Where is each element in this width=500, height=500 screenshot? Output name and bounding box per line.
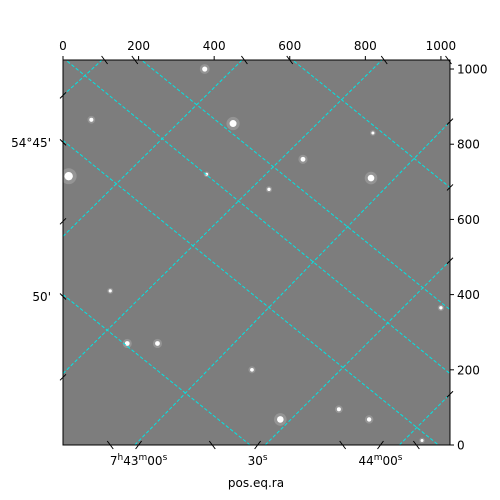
top-edge-tick: [131, 55, 139, 65]
top-edge-tick: [286, 55, 294, 65]
star: [202, 66, 208, 72]
x-axis-title: pos.eq.ra: [228, 476, 284, 490]
ra-minor-tick: [412, 440, 420, 450]
star: [420, 438, 424, 442]
star: [124, 341, 130, 346]
star: [367, 174, 375, 182]
dec-tick-mark: [59, 293, 67, 300]
ra-grid-line: [64, 60, 450, 374]
y-tick-label: 1000: [457, 63, 488, 77]
x-tick-label: 1000: [426, 39, 457, 53]
x-tick-label: 800: [354, 39, 377, 53]
dec-axis: 54°45' 50': [11, 91, 67, 381]
star: [89, 117, 94, 122]
top-edge-tick: [380, 55, 388, 65]
ra-grid-line: [63, 140, 440, 445]
star: [267, 187, 271, 192]
star: [439, 306, 443, 310]
star: [229, 120, 237, 128]
ra-tick-label: 30s: [248, 453, 268, 468]
star-field: [63, 64, 445, 444]
top-edge-tick: [445, 55, 452, 65]
dec-grid-line: [399, 393, 450, 445]
star: [205, 172, 209, 176]
x-tick-label: 600: [278, 39, 301, 53]
star: [155, 341, 160, 346]
dec-grid-line: [63, 60, 103, 96]
pixel-x-axis: 0 200 400 600 800 1000: [59, 39, 457, 65]
ra-grid-line: [291, 60, 450, 188]
ra-tick-mark: [377, 440, 384, 450]
star: [336, 407, 341, 412]
top-edge-tick: [101, 55, 108, 65]
star: [250, 367, 254, 372]
ra-tick-mark: [135, 440, 142, 450]
dec-tick-label: 54°45': [11, 136, 51, 150]
sky-image: [63, 60, 450, 445]
dec-minor-tick: [59, 373, 67, 381]
star: [366, 417, 372, 422]
top-edge-tick: [241, 55, 248, 65]
x-tick-label: 400: [203, 39, 226, 53]
x-tick-label: 200: [127, 39, 150, 53]
y-tick-label: 200: [457, 363, 480, 377]
dec-grid-line: [134, 121, 450, 445]
dec-minor-tick: [59, 91, 67, 99]
dec-minor-tick: [59, 217, 67, 225]
y-tick-label: 0: [457, 439, 465, 453]
right-edge-tick: [446, 118, 454, 126]
ra-minor-tick: [106, 440, 114, 450]
dec-tick-mark: [59, 138, 67, 146]
ra-tick-label: 44m00s: [358, 453, 402, 468]
ra-axis: 7h43m00s 30s 44m00s: [106, 440, 420, 468]
y-tick-label: 600: [457, 213, 480, 227]
right-edge-tick: [446, 257, 454, 265]
plot-frame: [62, 59, 451, 446]
ra-grid-line: [140, 60, 450, 311]
ra-tick-mark: [254, 440, 262, 450]
star: [64, 171, 73, 181]
right-edge-tick: [446, 184, 454, 191]
right-edge-tick: [446, 390, 454, 398]
coordinate-grid: [63, 60, 450, 445]
x-tick-label: 0: [59, 39, 67, 53]
y-tick-label: 400: [457, 288, 480, 302]
dec-grid-line: [63, 60, 243, 237]
star: [371, 131, 375, 135]
ra-tick-label: 7h43m00s: [110, 453, 168, 468]
dec-tick-label: 50': [32, 290, 51, 304]
star: [108, 289, 112, 293]
dec-grid-line: [264, 260, 450, 445]
star: [277, 416, 284, 423]
dec-grid-line: [63, 60, 383, 374]
y-tick-label: 800: [457, 138, 480, 152]
pixel-y-axis: 0 200 400 600 800 1000: [446, 63, 488, 453]
ra-minor-tick: [339, 440, 347, 450]
ra-grid-line: [63, 294, 251, 445]
star: [300, 156, 306, 162]
ra-minor-tick: [208, 440, 216, 450]
